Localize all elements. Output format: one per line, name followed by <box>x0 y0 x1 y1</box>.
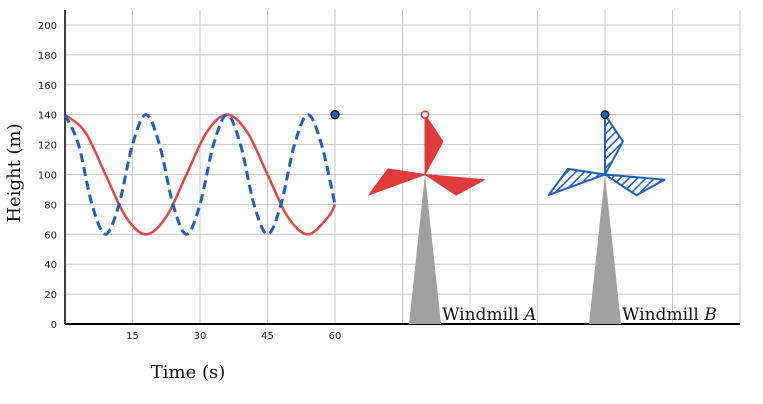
grid <box>65 10 741 324</box>
windmill-blade <box>547 167 606 196</box>
series-line-1 <box>64 113 337 236</box>
x-axis-title: Time (s) <box>151 362 226 383</box>
windmill-a: Windmill A <box>368 110 537 325</box>
series-line-2 <box>63 113 337 236</box>
x-tick-label: 15 <box>126 331 139 342</box>
y-tick-label: 140 <box>38 111 57 122</box>
windmill-blade <box>424 114 444 175</box>
windmill-blade <box>424 173 486 196</box>
windmill-label-letter: B <box>703 305 717 325</box>
windmill-blade <box>604 173 666 197</box>
y-tick-label: 120 <box>38 141 57 152</box>
x-tick-label: 45 <box>261 331 274 342</box>
x-tick-label: 60 <box>329 331 342 342</box>
y-tick-label: 20 <box>44 290 57 301</box>
windmill-label: Windmill B <box>622 305 717 325</box>
windmill-b: Windmill B <box>547 110 717 325</box>
y-tick-label: 80 <box>44 200 57 211</box>
y-tick-label: 40 <box>44 260 57 271</box>
windmill-label-word: Windmill <box>442 305 524 325</box>
y-tick-label: 100 <box>38 170 57 181</box>
windmill-blade <box>368 168 426 196</box>
windmill-label-letter: A <box>522 305 536 325</box>
series-lines <box>63 110 340 236</box>
windmill-blade <box>604 113 624 176</box>
y-tick-label: 200 <box>38 21 57 32</box>
y-tick-label: 160 <box>38 81 57 92</box>
windmill-tip-marker <box>600 110 610 120</box>
tick-labels: 0 20 40 60 80 100 120 140 160 180 200 15 30 45 60 <box>38 21 341 342</box>
windmill-tip-marker <box>420 110 430 119</box>
windmill-label: Windmill A <box>442 305 537 325</box>
x-tick-label: 30 <box>194 331 207 342</box>
series-end-marker <box>330 110 340 120</box>
windmill-tower <box>409 174 441 324</box>
y-tick-label: 0 <box>51 320 57 331</box>
y-tick-label: 180 <box>38 51 57 62</box>
y-tick-label: 60 <box>44 230 57 241</box>
windmills: Windmill A Windmill B <box>368 110 717 325</box>
y-axis-title: Height (m) <box>4 123 25 222</box>
axes <box>64 10 740 325</box>
windmill-label-word: Windmill <box>622 305 704 325</box>
windmill-tower <box>589 174 621 324</box>
